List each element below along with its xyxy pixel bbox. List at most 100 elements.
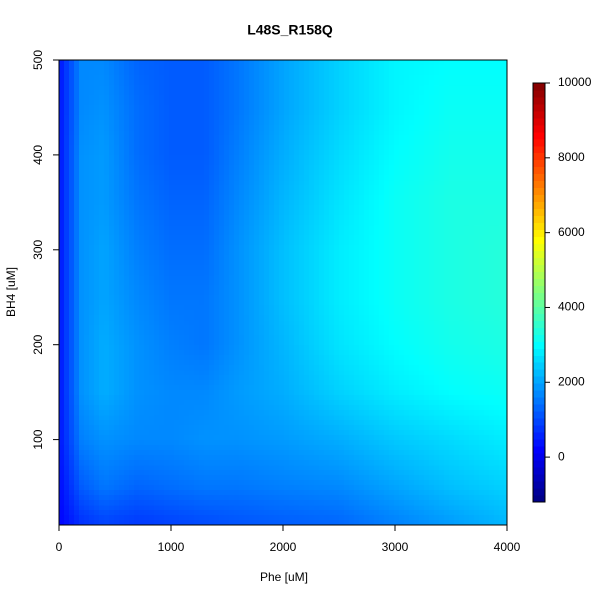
contour-cell xyxy=(479,315,485,321)
contour-cell xyxy=(304,490,310,496)
contour-cell xyxy=(489,415,495,421)
contour-cell xyxy=(139,405,145,411)
contour-cell xyxy=(394,495,400,501)
contour-cell xyxy=(114,230,120,236)
contour-cell xyxy=(259,510,265,516)
contour-cell xyxy=(294,355,300,361)
contour-cell xyxy=(329,355,335,361)
contour-cell xyxy=(94,320,100,326)
contour-cell xyxy=(359,375,365,381)
contour-cell xyxy=(204,465,210,471)
contour-cell xyxy=(194,410,200,416)
contour-cell xyxy=(329,480,335,486)
contour-cell xyxy=(89,500,95,506)
contour-cell xyxy=(254,500,260,506)
contour-cell xyxy=(184,480,190,486)
contour-cell xyxy=(429,460,435,466)
contour-cell xyxy=(109,480,115,486)
contour-cell xyxy=(114,505,120,511)
contour-cell xyxy=(424,475,430,481)
contour-cell xyxy=(199,400,205,406)
contour-cell xyxy=(189,275,195,281)
contour-cell xyxy=(404,445,410,451)
contour-cell xyxy=(159,385,165,391)
contour-cell xyxy=(224,370,230,376)
contour-cell xyxy=(294,340,300,346)
contour-cell xyxy=(429,375,435,381)
contour-cell xyxy=(234,385,240,391)
contour-cell xyxy=(294,410,300,416)
contour-cell xyxy=(464,425,470,431)
contour-cell xyxy=(174,480,180,486)
contour-cell xyxy=(464,285,470,291)
contour-cell xyxy=(454,485,460,491)
contour-cell xyxy=(454,505,460,511)
contour-cell xyxy=(124,465,130,471)
contour-cell xyxy=(484,430,490,436)
contour-cell xyxy=(389,375,395,381)
contour-cell xyxy=(64,350,70,356)
contour-cell xyxy=(284,370,290,376)
contour-cell xyxy=(189,490,195,496)
contour-cell xyxy=(84,425,90,431)
contour-cell xyxy=(289,320,295,326)
contour-cell xyxy=(499,285,505,291)
contour-cell xyxy=(224,505,230,511)
contour-cell xyxy=(219,360,225,366)
contour-cell xyxy=(239,385,245,391)
contour-cell xyxy=(404,405,410,411)
contour-cell xyxy=(124,445,130,451)
contour-cell xyxy=(249,385,255,391)
contour-cell xyxy=(179,370,185,376)
contour-cell xyxy=(274,380,280,386)
contour-cell xyxy=(69,285,75,291)
contour-cell xyxy=(264,415,270,421)
contour-cell xyxy=(324,390,330,396)
contour-cell xyxy=(149,515,155,521)
contour-cell xyxy=(129,295,135,301)
contour-cell xyxy=(249,505,255,511)
contour-cell xyxy=(294,285,300,291)
contour-cell xyxy=(479,500,485,506)
contour-cell xyxy=(229,465,235,471)
contour-cell xyxy=(184,285,190,291)
contour-cell xyxy=(94,440,100,446)
contour-cell xyxy=(409,315,415,321)
contour-cell xyxy=(124,490,130,496)
contour-cell xyxy=(499,520,505,526)
contour-cell xyxy=(119,385,125,391)
contour-cell xyxy=(419,330,425,336)
contour-cell xyxy=(439,495,445,501)
contour-cell xyxy=(289,375,295,381)
contour-cell xyxy=(109,240,115,246)
contour-cell xyxy=(129,460,135,466)
contour-cell xyxy=(454,390,460,396)
contour-cell xyxy=(159,365,165,371)
contour-cell xyxy=(394,310,400,316)
contour-cell xyxy=(364,465,370,471)
contour-cell xyxy=(149,335,155,341)
contour-cell xyxy=(139,380,145,386)
contour-cell xyxy=(314,290,320,296)
contour-cell xyxy=(89,265,95,271)
contour-cell xyxy=(359,435,365,441)
contour-cell xyxy=(324,405,330,411)
contour-cell xyxy=(174,485,180,491)
contour-cell xyxy=(349,280,355,286)
contour-cell xyxy=(159,245,165,251)
contour-cell xyxy=(119,315,125,321)
contour-cell xyxy=(164,425,170,431)
contour-cell xyxy=(269,325,275,331)
contour-cell xyxy=(154,355,160,361)
contour-cell xyxy=(364,400,370,406)
contour-cell xyxy=(444,435,450,441)
contour-cell xyxy=(134,435,140,441)
contour-cell xyxy=(334,320,340,326)
contour-cell xyxy=(434,315,440,321)
contour-cell xyxy=(244,310,250,316)
contour-cell xyxy=(444,450,450,456)
contour-cell xyxy=(504,355,508,361)
contour-cell xyxy=(369,300,375,306)
contour-cell xyxy=(314,455,320,461)
contour-cell xyxy=(444,425,450,431)
